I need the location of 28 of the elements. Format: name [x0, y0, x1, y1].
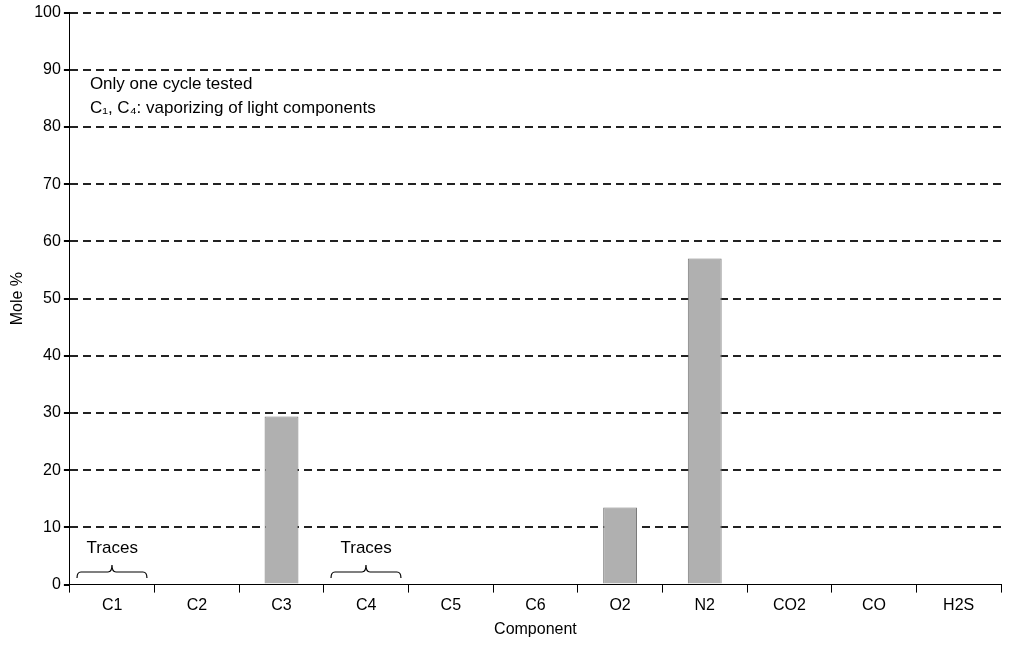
annotation: Traces: [86, 537, 138, 557]
y-tick-label: 20: [43, 460, 61, 478]
y-axis-title: Mole %: [8, 271, 26, 326]
y-tick-label: 70: [43, 174, 61, 192]
x-tick-label: N2: [694, 595, 716, 613]
x-tick-label: H2S: [943, 595, 975, 613]
x-tick-label: C3: [271, 595, 292, 613]
y-tick-label: 0: [51, 575, 61, 593]
annotation: C₁, C₄: vaporizing of light components: [89, 97, 376, 117]
y-tick-label: 100: [34, 3, 61, 21]
x-tick-label: C1: [101, 595, 123, 613]
x-tick-label: CO2: [772, 595, 806, 613]
x-tick-label: C4: [355, 595, 377, 613]
y-tick-label: 40: [43, 346, 61, 364]
x-axis-title: Component: [494, 619, 578, 637]
x-tick-label: C5: [440, 595, 462, 613]
y-tick-label: 30: [43, 403, 61, 421]
x-tick-label: CO: [862, 595, 887, 613]
y-tick-label: 50: [43, 289, 61, 307]
x-tick-label: C2: [186, 595, 208, 613]
y-tick-label: 80: [43, 117, 61, 135]
x-tick-label: O2: [609, 595, 631, 613]
annotation: Traces: [340, 537, 392, 557]
y-tick-label: 10: [43, 517, 61, 535]
y-tick-label: 90: [43, 60, 61, 78]
annotation: Only one cycle tested: [89, 73, 253, 93]
y-tick-label: 60: [43, 231, 61, 249]
x-tick-label: C6: [525, 595, 546, 613]
